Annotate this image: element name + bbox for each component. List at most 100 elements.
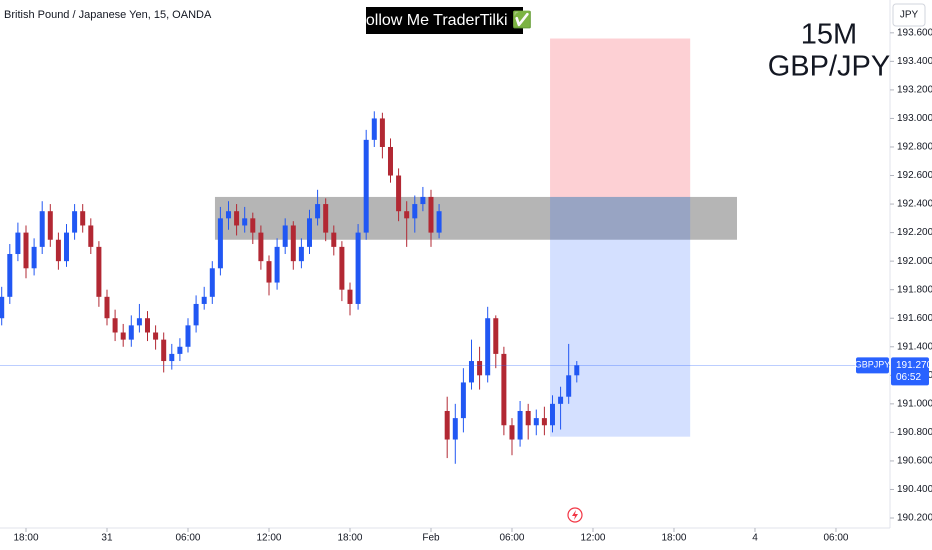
- axes: 190.200 190.400 190.600 190.800 191.000 191.2…: [0, 27, 932, 544]
- banner-box: [366, 7, 523, 34]
- zones: [214, 38, 737, 437]
- y-tick-label: 193.200: [897, 85, 932, 96]
- symbol-tag: [856, 357, 889, 374]
- y-tick-label: 190.400: [897, 484, 932, 495]
- candle-body: [242, 218, 248, 226]
- annotation: 15M: [801, 19, 857, 51]
- y-tick-label: 193.000: [897, 113, 932, 124]
- candle-body: [501, 353, 507, 426]
- candle-body: [541, 418, 547, 426]
- candle-body: [217, 218, 223, 269]
- x-tick-label: 12:00: [580, 533, 605, 544]
- x-tick-label: 18:00: [661, 533, 686, 544]
- candle-body: [420, 196, 426, 205]
- candle-body: [290, 225, 296, 262]
- y-tick-label: 192.800: [897, 142, 932, 153]
- y-tick-label: 190.600: [897, 456, 932, 467]
- candle-body: [153, 332, 159, 340]
- y-tick-label: 191.600: [897, 313, 932, 324]
- candle-body: [144, 318, 150, 333]
- candle-body: [412, 204, 418, 219]
- event-icon[interactable]: [567, 507, 583, 523]
- candle-body: [55, 239, 61, 262]
- candle-body: [315, 204, 321, 219]
- currency-box[interactable]: [892, 3, 926, 27]
- x-tick-label: 06:00: [175, 533, 200, 544]
- candle-body: [0, 296, 5, 319]
- candle-body: [7, 254, 13, 297]
- candle-body: [72, 211, 78, 233]
- y-tick-label: 193.400: [897, 56, 932, 67]
- y-tick-label: 190.800: [897, 427, 932, 438]
- zone: [214, 196, 737, 240]
- x-tick-label: Feb: [422, 533, 440, 544]
- candle-body: [201, 296, 207, 304]
- banner: Follow Me TraderTilki ✅: [356, 10, 532, 29]
- candle-body: [509, 425, 515, 440]
- zone: [550, 196, 691, 437]
- candle-body: [493, 318, 499, 354]
- candle-body: [339, 246, 345, 290]
- x-tick-label: 31: [101, 533, 113, 544]
- candle-body: [31, 246, 37, 269]
- y-tick-label: 192.600: [897, 170, 932, 181]
- currency[interactable]: JPY: [900, 10, 919, 21]
- candle-body: [477, 361, 483, 376]
- candle-body: [185, 325, 191, 347]
- event-icon-bolt: [572, 510, 578, 520]
- candle-body: [574, 365, 580, 376]
- y-tick-label: 191.000: [897, 398, 932, 409]
- x-tick-label: 18:00: [337, 533, 362, 544]
- candle-body: [444, 410, 450, 440]
- candle-body: [404, 211, 410, 219]
- candle-body: [533, 418, 539, 426]
- x-tick-label: 12:00: [256, 533, 281, 544]
- candle-body: [436, 211, 442, 233]
- candle-body: [396, 175, 402, 212]
- candle-body: [250, 218, 256, 233]
- candle-body: [306, 218, 312, 247]
- candles: [0, 111, 580, 464]
- candle-body: [225, 211, 231, 219]
- candle-body: [128, 325, 134, 340]
- candle-body: [15, 232, 21, 255]
- y-tick-label: 192.400: [897, 199, 932, 210]
- candle-body: [566, 375, 572, 397]
- candle-body: [460, 382, 466, 419]
- candle-body: [274, 246, 280, 283]
- candle-body: [112, 318, 118, 333]
- candle-body: [96, 246, 102, 297]
- candle-body: [452, 418, 458, 440]
- countdown: 06:52: [896, 372, 921, 383]
- x-tick-label: 06:00: [499, 533, 524, 544]
- candle-body: [266, 261, 272, 283]
- annotation: GBP/JPY: [768, 51, 891, 83]
- candle-body: [39, 211, 45, 247]
- zone: [550, 38, 691, 197]
- candle-body: [485, 318, 491, 376]
- candle-body: [47, 211, 53, 240]
- x-tick-label: 4: [752, 533, 758, 544]
- candle-body: [387, 146, 393, 176]
- candle-body: [525, 410, 531, 426]
- candle-body: [331, 232, 337, 247]
- candle-body: [347, 289, 353, 304]
- candle-body: [258, 232, 264, 262]
- candle-body: [104, 296, 110, 319]
- candle-body: [363, 139, 369, 233]
- x-tick-label: 06:00: [823, 533, 848, 544]
- candle-body: [558, 396, 564, 404]
- candle-body: [517, 410, 523, 440]
- y-tick-label: 191.400: [897, 341, 932, 352]
- candle-body: [80, 211, 86, 226]
- candle-body: [161, 339, 167, 362]
- candle-body: [120, 332, 126, 340]
- y-tick-label: 192.000: [897, 256, 932, 267]
- last-price-label: 191.270: [896, 360, 932, 371]
- candle-body: [323, 204, 329, 233]
- candle-body: [209, 268, 215, 297]
- x-tick-label: 18:00: [13, 533, 38, 544]
